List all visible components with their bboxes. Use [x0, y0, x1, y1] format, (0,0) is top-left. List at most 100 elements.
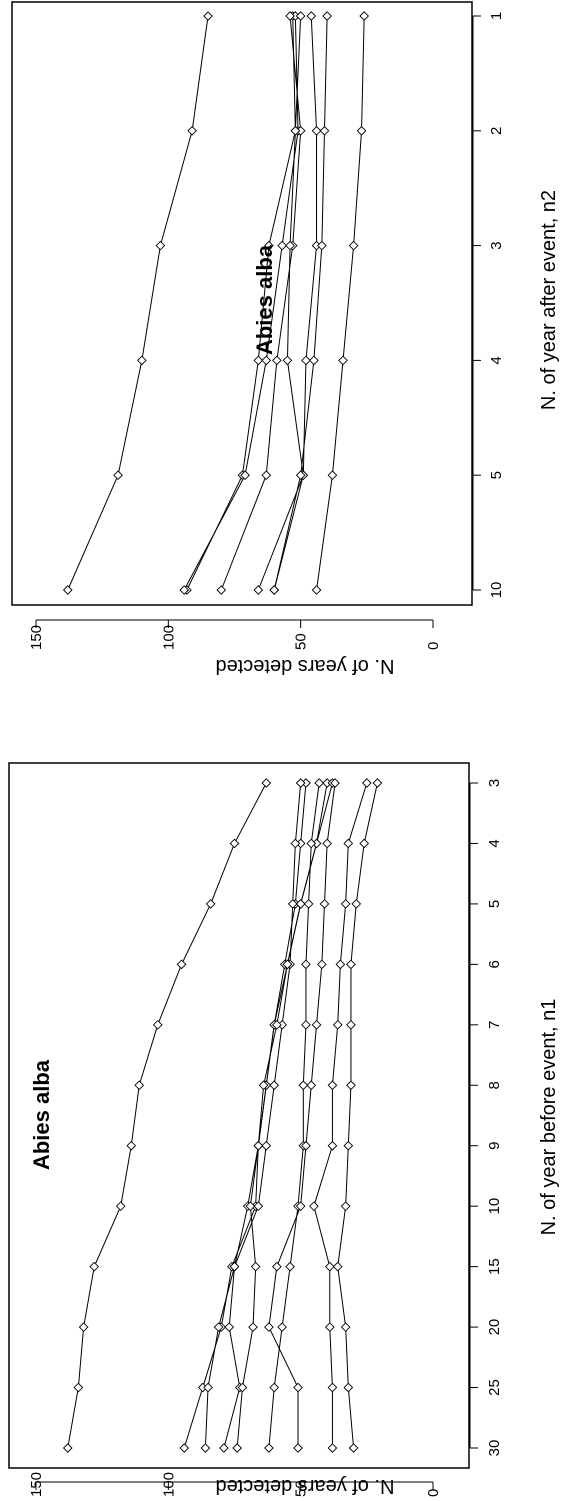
- data-point-marker: [187, 126, 197, 136]
- data-point-marker: [317, 959, 327, 970]
- data-point-marker: [63, 585, 73, 595]
- data-point-marker: [327, 470, 338, 480]
- chart-n1: 0 50 100 150 3 4 5 6 7 8 9 10 15 20 25 30 Abies alba N…: [8, 762, 560, 1497]
- data-point-marker: [325, 1322, 335, 1332]
- category-tick-label: 9: [486, 1142, 503, 1150]
- y-axis-label-n2: N. of years detected: [216, 655, 395, 677]
- data-point-marker: [314, 778, 324, 788]
- data-point-marker: [269, 1080, 279, 1090]
- data-point-marker: [372, 778, 383, 788]
- data-point-marker: [343, 1382, 354, 1393]
- plot-frame-n2: [11, 1, 473, 606]
- data-point-marker: [327, 1141, 338, 1151]
- data-point-marker: [78, 1322, 89, 1332]
- data-point-marker: [253, 585, 264, 595]
- data-point-marker: [311, 1020, 322, 1030]
- value-tick-label: 100: [160, 1472, 177, 1497]
- series-line-6: [268, 782, 320, 1449]
- data-point-marker: [343, 1141, 354, 1151]
- data-point-marker: [351, 899, 361, 909]
- data-point-marker: [250, 1261, 261, 1272]
- category-tick-label: 5: [488, 471, 505, 479]
- data-point-marker: [261, 1141, 271, 1151]
- data-point-marker: [205, 899, 216, 909]
- data-point-marker: [333, 1261, 343, 1272]
- data-point-marker: [295, 11, 306, 21]
- plot-area-n1: [63, 778, 383, 1453]
- plot-area-n2: [63, 11, 369, 595]
- data-point-marker: [261, 470, 271, 480]
- series-line-3: [183, 15, 299, 591]
- data-point-marker: [333, 1020, 343, 1030]
- category-tick-label: 6: [486, 960, 503, 968]
- data-point-marker: [290, 838, 301, 849]
- data-point-marker: [295, 899, 306, 909]
- category-tick-label: 25: [486, 1379, 503, 1396]
- data-point-marker: [153, 1020, 163, 1030]
- series-line-1: [67, 782, 267, 1449]
- x-axis-label-n1: N. of year before event, n1: [538, 999, 560, 1236]
- data-point-marker: [306, 838, 316, 849]
- category-tick-label: 10: [486, 1198, 503, 1215]
- data-point-marker: [338, 355, 348, 366]
- data-point-marker: [346, 1020, 356, 1030]
- data-point-marker: [272, 1261, 282, 1272]
- data-point-marker: [306, 1080, 316, 1090]
- series-line-8: [313, 782, 368, 1448]
- series-line-4: [220, 15, 302, 591]
- data-point-marker: [261, 355, 271, 366]
- value-tick-label: 100: [160, 625, 177, 650]
- data-point-marker: [272, 355, 282, 366]
- data-point-marker: [264, 1443, 274, 1453]
- data-point-marker: [216, 585, 226, 595]
- value-tick-label: 150: [28, 625, 45, 650]
- value-tick-label: 0: [425, 642, 442, 650]
- data-point-marker: [346, 959, 356, 970]
- category-tick-label: 2: [488, 127, 505, 135]
- series-line-1: [67, 15, 209, 591]
- data-point-marker: [137, 355, 147, 366]
- data-point-marker: [340, 1201, 351, 1211]
- data-point-marker: [295, 778, 306, 788]
- category-tick-label: 20: [486, 1319, 503, 1336]
- data-point-marker: [179, 1443, 189, 1453]
- data-point-marker: [203, 1382, 213, 1393]
- data-point-marker: [319, 126, 330, 136]
- data-point-marker: [224, 1322, 234, 1332]
- data-point-marker: [232, 1443, 242, 1453]
- data-point-marker: [303, 899, 314, 909]
- data-point-marker: [311, 126, 322, 136]
- data-point-marker: [309, 1201, 319, 1211]
- value-tick-label: 50: [293, 633, 310, 650]
- series-line-6: [273, 15, 318, 591]
- data-point-marker: [115, 1201, 126, 1211]
- series-line-3: [204, 782, 302, 1449]
- category-tick-label: 5: [486, 900, 503, 908]
- category-tick-label: 15: [486, 1258, 503, 1275]
- category-tick-label: 4: [486, 839, 503, 847]
- data-point-marker: [293, 1382, 303, 1393]
- data-point-marker: [327, 1382, 338, 1393]
- series-line-7: [268, 782, 336, 1448]
- chart-n2: 0 50 100 150 1 2 3 4 5 10 Abies alba N. of year …: [11, 1, 560, 677]
- data-point-marker: [253, 1141, 264, 1151]
- data-point-marker: [277, 1322, 287, 1332]
- series-line-9: [337, 782, 378, 1449]
- category-tick-label: 7: [486, 1021, 503, 1029]
- data-point-marker: [327, 1443, 338, 1453]
- data-point-marker: [134, 1080, 144, 1090]
- series-line-5: [236, 782, 333, 1449]
- series-line-4: [223, 782, 328, 1449]
- data-point-marker: [348, 1443, 359, 1453]
- data-point-marker: [113, 470, 123, 480]
- category-tick-label: 4: [488, 356, 505, 364]
- data-point-marker: [285, 1261, 295, 1272]
- data-point-marker: [317, 240, 327, 251]
- data-point-marker: [298, 1080, 309, 1090]
- data-point-marker: [261, 778, 271, 788]
- category-tick-label: 3: [486, 779, 503, 787]
- data-point-marker: [335, 959, 346, 970]
- category-tick-label: 30: [486, 1440, 503, 1457]
- x-axis-label-n2: N. of year after event, n2: [538, 190, 560, 410]
- data-point-marker: [311, 585, 322, 595]
